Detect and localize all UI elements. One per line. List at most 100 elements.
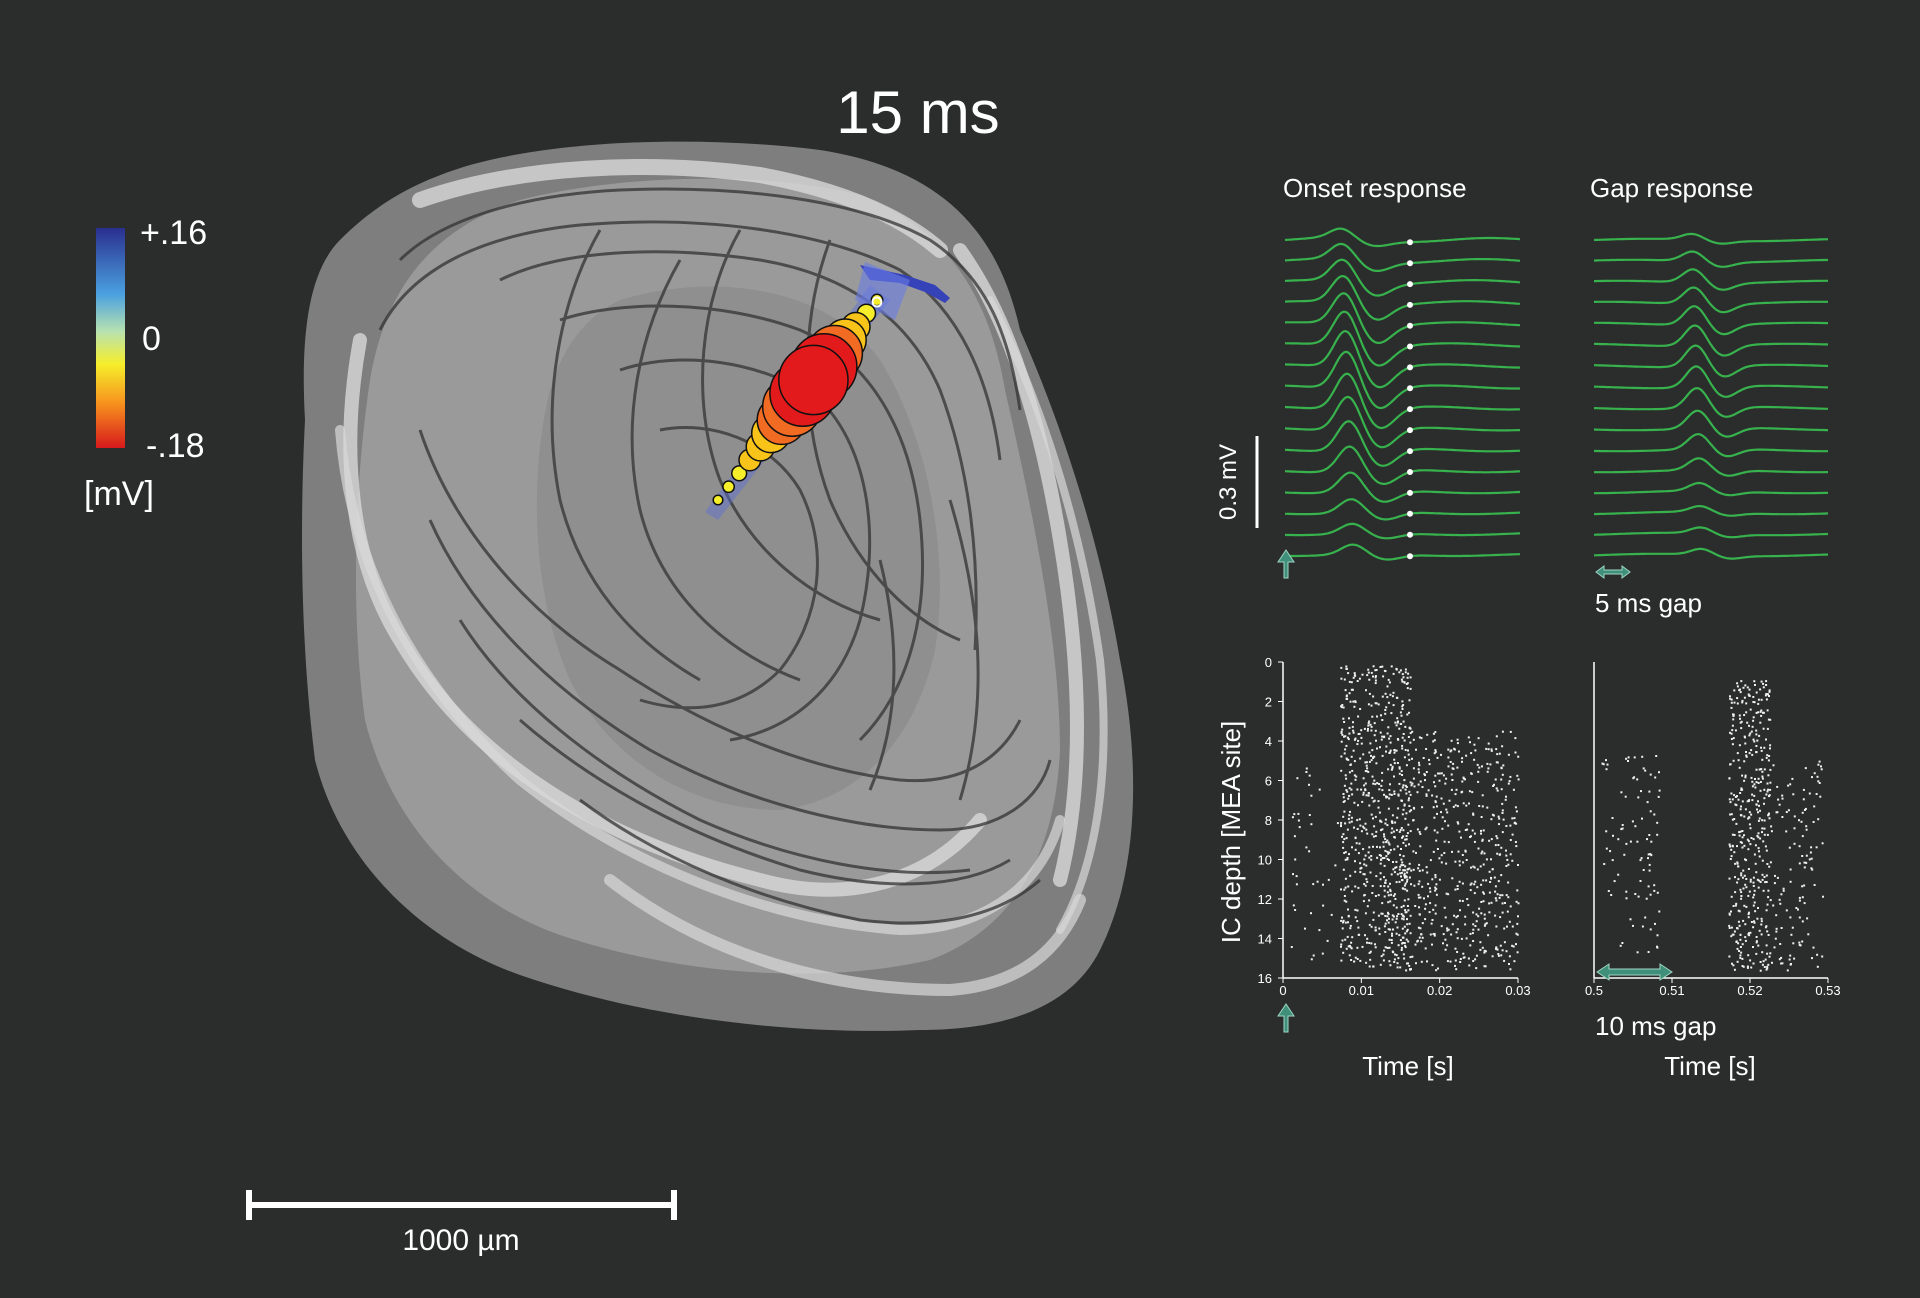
spike: [1408, 922, 1411, 925]
spike: [1413, 785, 1416, 788]
spike: [1730, 732, 1733, 735]
spike: [1401, 747, 1404, 750]
spike: [1389, 751, 1392, 754]
spike: [1404, 932, 1407, 935]
spike: [1366, 674, 1369, 677]
spike: [1740, 897, 1743, 900]
spike: [1398, 782, 1401, 785]
spike: [1420, 933, 1423, 936]
spike: [1390, 939, 1393, 941]
spike: [1754, 778, 1756, 780]
spike: [1425, 866, 1428, 869]
spike: [1405, 786, 1408, 788]
spike: [1649, 773, 1652, 776]
spike: [1340, 821, 1343, 824]
spike: [1403, 872, 1406, 875]
spike: [1326, 939, 1329, 942]
spike: [1434, 785, 1437, 788]
spike: [1495, 735, 1498, 738]
spike: [1490, 858, 1492, 861]
spike: [1746, 965, 1749, 968]
spike: [1772, 904, 1775, 907]
spike: [1765, 680, 1768, 683]
spike: [1495, 948, 1498, 950]
spike: [1350, 788, 1353, 791]
spike: [1427, 882, 1430, 885]
spike: [1749, 827, 1752, 830]
spike: [1406, 832, 1409, 835]
spike: [1390, 893, 1393, 896]
spike: [1409, 781, 1412, 784]
spike: [1400, 770, 1403, 773]
spike: [1742, 887, 1745, 890]
spike: [1761, 859, 1764, 862]
spike: [1350, 816, 1353, 819]
spike: [1381, 771, 1384, 774]
spike: [1745, 755, 1748, 758]
spike: [1733, 834, 1736, 836]
spike: [1761, 878, 1764, 881]
spike: [1767, 889, 1770, 892]
spike: [1440, 854, 1443, 857]
spike: [1369, 871, 1372, 874]
spike: [1365, 878, 1368, 881]
spike: [1379, 731, 1382, 734]
spike: [1342, 868, 1345, 871]
spike: [1480, 829, 1482, 832]
spike: [1372, 918, 1375, 921]
spike: [1343, 752, 1346, 755]
spike: [1364, 822, 1367, 825]
spike: [1364, 912, 1367, 915]
spike: [1370, 813, 1373, 816]
spike: [1446, 811, 1449, 814]
spike: [1383, 835, 1386, 838]
y-tick-label: 8: [1265, 813, 1272, 828]
spike: [1729, 763, 1732, 766]
spike: [1352, 676, 1355, 679]
spike: [1362, 873, 1365, 876]
spike: [1366, 729, 1369, 732]
spike: [1368, 942, 1371, 944]
spike: [1404, 876, 1406, 879]
spike: [1463, 956, 1466, 959]
spike: [1484, 965, 1487, 968]
spike: [1401, 680, 1404, 683]
spike: [1764, 694, 1767, 697]
spike: [1377, 703, 1380, 706]
spike: [1348, 794, 1351, 797]
spike: [1505, 849, 1507, 852]
spike: [1348, 853, 1350, 856]
spike: [1734, 803, 1737, 806]
spike: [1756, 834, 1759, 837]
trace-marker: [1407, 427, 1413, 434]
spike: [1477, 780, 1480, 783]
spike: [1417, 783, 1420, 786]
spike: [1370, 754, 1372, 757]
spike: [1361, 945, 1364, 948]
spike: [1762, 682, 1765, 685]
spike: [1432, 732, 1435, 735]
y-tick-label: 14: [1258, 932, 1272, 947]
spike: [1312, 883, 1315, 886]
spike: [1330, 913, 1333, 916]
onset-stimulus-arrow: [1277, 549, 1295, 579]
spike: [1757, 907, 1759, 909]
spike: [1793, 815, 1796, 818]
spike: [1649, 810, 1652, 813]
spike: [1405, 911, 1408, 914]
ic-laminae-white: [335, 159, 1108, 997]
spike: [1412, 777, 1415, 780]
trace: [1284, 242, 1521, 272]
spike: [1386, 946, 1389, 949]
spike: [1498, 817, 1501, 820]
spike: [1456, 766, 1459, 769]
spike: [1474, 749, 1477, 752]
spike: [1442, 802, 1445, 805]
spike: [1470, 772, 1473, 775]
spike: [1386, 891, 1389, 894]
spike: [1393, 893, 1396, 896]
spike: [1447, 928, 1450, 931]
spike: [1753, 680, 1756, 683]
spike: [1765, 738, 1767, 741]
spike: [1500, 788, 1503, 791]
